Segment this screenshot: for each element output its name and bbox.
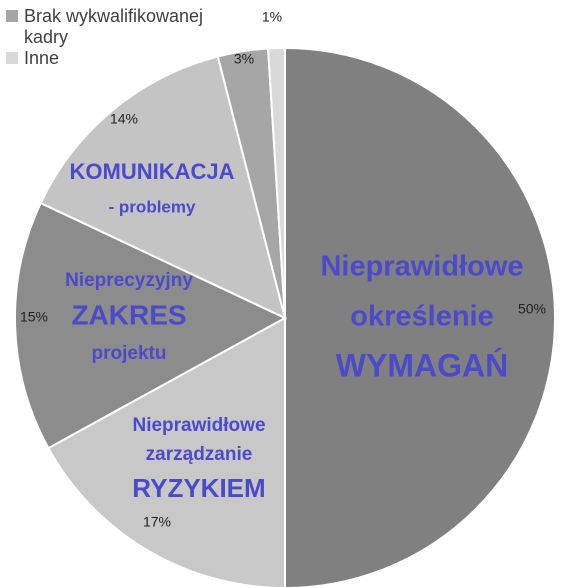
segment-label-line: ZAKRES: [71, 299, 186, 330]
segment-label-line: - problemy: [109, 197, 196, 216]
segment-label-line: Nieprecyzyjny: [65, 270, 193, 291]
segment-label-line: WYMAGAŃ: [336, 347, 508, 383]
percentage-label: 15%: [20, 309, 48, 325]
legend-label: Brak wykwalifikowanej kadry: [24, 6, 204, 47]
segment-label-line: Nieprawidłowe: [132, 415, 265, 436]
legend-item-inne: Inne: [6, 48, 203, 69]
segment-label-line: KOMUNIKACJA: [70, 159, 235, 184]
legend-item-brak-kadry: Brak wykwalifikowanej kadry: [6, 6, 203, 48]
segment-labels: Nieprawidłowe określenie WYMAGAŃ Nieprawidł…: [65, 159, 523, 503]
percentage-label: 50%: [518, 301, 546, 317]
percentage-label: 3%: [234, 51, 254, 67]
percentage-labels: 50% 17% 15% 14% 3% 1%: [20, 9, 546, 530]
pie-slice: [266, 46, 286, 319]
pie-slice: [14, 201, 288, 450]
percentage-label: 1%: [262, 9, 282, 25]
pie-slice: [284, 46, 556, 588]
legend-swatch: [6, 52, 18, 64]
pie-slice: [47, 316, 286, 588]
legend-label: Inne: [24, 48, 60, 68]
segment-label-line: zarządzanie: [146, 444, 253, 465]
percentage-label: 17%: [143, 514, 171, 530]
chart-legend: Brak wykwalifikowanej kadry Inne: [6, 6, 203, 69]
pie-slice: [39, 55, 287, 320]
segment-label-line: określenie: [350, 301, 493, 333]
segment-label-line: Nieprawidłowe: [320, 251, 523, 283]
legend-swatch: [6, 10, 18, 22]
percentage-label: 14%: [110, 111, 138, 127]
segment-label-line: projektu: [92, 343, 167, 364]
segment-label-line: RYZYKIEM: [132, 473, 265, 503]
pie-slices: [14, 46, 556, 588]
